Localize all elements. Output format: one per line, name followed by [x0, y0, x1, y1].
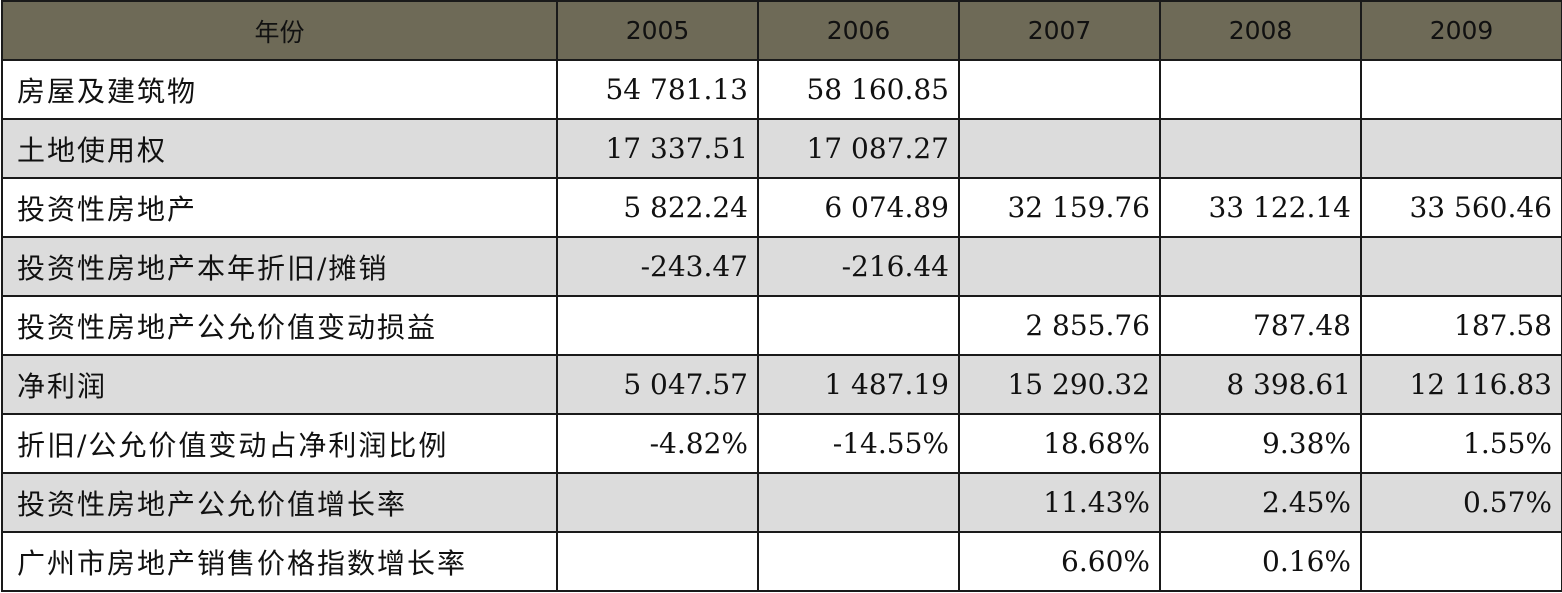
table-row: 净利润 5 047.57 1 487.19 15 290.32 8 398.61 12 1…	[1, 354, 1562, 415]
table-row: 投资性房地产公允价值增长率 11.43% 2.45% 0.57%	[1, 472, 1562, 533]
value-cell: 17 087.27	[757, 118, 960, 179]
value-cell: 1.55%	[1360, 413, 1562, 474]
row-label: 投资性房地产	[1, 177, 558, 238]
value-cell: 54 781.13	[556, 59, 759, 120]
value-cell: 17 337.51	[556, 118, 759, 179]
table-body: 房屋及建筑物 54 781.13 58 160.85 土地使用权 17 337.51 17…	[1, 59, 1562, 592]
value-cell	[958, 59, 1161, 120]
row-label: 折旧/公允价值变动占净利润比例	[1, 413, 558, 474]
value-cell: 0.16%	[1159, 531, 1362, 592]
value-cell	[757, 295, 960, 356]
value-cell	[1360, 531, 1562, 592]
value-cell	[1159, 118, 1362, 179]
value-cell: 0.57%	[1360, 472, 1562, 533]
row-label: 投资性房地产公允价值增长率	[1, 472, 558, 533]
value-cell: 33 122.14	[1159, 177, 1362, 238]
row-label: 广州市房地产销售价格指数增长率	[1, 531, 558, 592]
value-cell: 32 159.76	[958, 177, 1161, 238]
value-cell	[958, 236, 1161, 297]
header-cell-2006: 2006	[757, 0, 960, 61]
value-cell: 15 290.32	[958, 354, 1161, 415]
value-cell: 33 560.46	[1360, 177, 1562, 238]
table-row: 土地使用权 17 337.51 17 087.27	[1, 118, 1562, 179]
value-cell: 6 074.89	[757, 177, 960, 238]
value-cell	[556, 472, 759, 533]
value-cell: 6.60%	[958, 531, 1161, 592]
value-cell: 2 855.76	[958, 295, 1161, 356]
value-cell	[1159, 236, 1362, 297]
value-cell: 787.48	[1159, 295, 1362, 356]
value-cell: 5 047.57	[556, 354, 759, 415]
table-row: 投资性房地产公允价值变动损益 2 855.76 787.48 187.58	[1, 295, 1562, 356]
header-row: 年份 2005 2006 2007 2008 2009	[1, 0, 1562, 61]
value-cell: 58 160.85	[757, 59, 960, 120]
value-cell	[757, 472, 960, 533]
value-cell: -4.82%	[556, 413, 759, 474]
value-cell: 187.58	[1360, 295, 1562, 356]
value-cell: -216.44	[757, 236, 960, 297]
value-cell: -14.55%	[757, 413, 960, 474]
value-cell: 8 398.61	[1159, 354, 1362, 415]
header-cell-year-label: 年份	[1, 0, 558, 61]
row-label: 净利润	[1, 354, 558, 415]
value-cell	[757, 531, 960, 592]
value-cell	[556, 295, 759, 356]
value-cell	[556, 531, 759, 592]
header-cell-2009: 2009	[1360, 0, 1562, 61]
table-row: 广州市房地产销售价格指数增长率 6.60% 0.16%	[1, 531, 1562, 592]
header-cell-2008: 2008	[1159, 0, 1362, 61]
value-cell: 1 487.19	[757, 354, 960, 415]
header-cell-2005: 2005	[556, 0, 759, 61]
value-cell: 11.43%	[958, 472, 1161, 533]
value-cell	[1360, 59, 1562, 120]
value-cell: 18.68%	[958, 413, 1161, 474]
row-label: 投资性房地产本年折旧/摊销	[1, 236, 558, 297]
table-row: 折旧/公允价值变动占净利润比例 -4.82% -14.55% 18.68% 9.38% 1…	[1, 413, 1562, 474]
value-cell: 2.45%	[1159, 472, 1362, 533]
table-row: 房屋及建筑物 54 781.13 58 160.85	[1, 59, 1562, 120]
row-label: 土地使用权	[1, 118, 558, 179]
value-cell	[958, 118, 1161, 179]
value-cell: -243.47	[556, 236, 759, 297]
value-cell: 5 822.24	[556, 177, 759, 238]
value-cell	[1360, 118, 1562, 179]
header-cell-2007: 2007	[958, 0, 1161, 61]
value-cell	[1360, 236, 1562, 297]
table-row: 投资性房地产本年折旧/摊销 -243.47 -216.44	[1, 236, 1562, 297]
value-cell	[1159, 59, 1362, 120]
row-label: 投资性房地产公允价值变动损益	[1, 295, 558, 356]
table-row: 投资性房地产 5 822.24 6 074.89 32 159.76 33 122.14…	[1, 177, 1562, 238]
value-cell: 9.38%	[1159, 413, 1362, 474]
value-cell: 12 116.83	[1360, 354, 1562, 415]
row-label: 房屋及建筑物	[1, 59, 558, 120]
